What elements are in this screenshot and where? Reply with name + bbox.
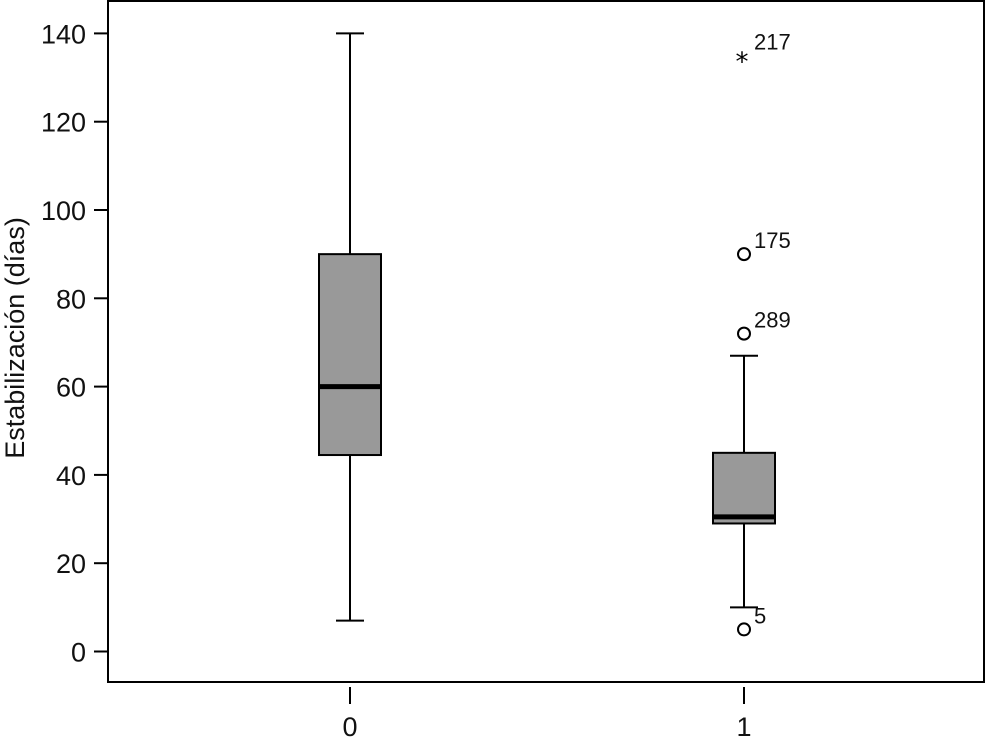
plot-frame <box>107 0 985 683</box>
y-tick-label-120: 120 <box>41 108 86 138</box>
iqr-box <box>712 451 776 525</box>
y-tick-label-0: 0 <box>71 638 86 668</box>
iqr-box <box>318 253 382 457</box>
outlier-marker <box>737 326 751 341</box>
y-tick-label-100: 100 <box>41 196 86 226</box>
y-tick-label-20: 20 <box>56 549 86 579</box>
outlier-label-289: 289 <box>754 308 791 333</box>
y-tick-label-60: 60 <box>56 373 86 403</box>
outlier-label-217: 217 <box>754 29 791 54</box>
box-group-0 <box>318 32 382 622</box>
y-axis-title: Estabilización (días) <box>0 217 30 459</box>
y-axis: 0 20 40 60 80 100 120 140 <box>41 19 108 668</box>
y-tick-label-40: 40 <box>56 461 86 491</box>
extreme-outlier-marker: * <box>736 47 749 77</box>
box-group-1: 5 289 175 *217 <box>712 29 791 637</box>
y-tick-label-140: 140 <box>41 19 86 49</box>
outlier-marker <box>737 247 751 262</box>
y-tick-label-80: 80 <box>56 284 86 314</box>
x-tick-label-1: 1 <box>736 712 751 741</box>
x-tick-label-0: 0 <box>342 712 357 741</box>
outlier-label-5: 5 <box>754 603 766 628</box>
box-groups: 5 289 175 *217 <box>318 29 791 637</box>
outlier-marker <box>737 622 751 637</box>
outlier-label-175: 175 <box>754 228 791 253</box>
